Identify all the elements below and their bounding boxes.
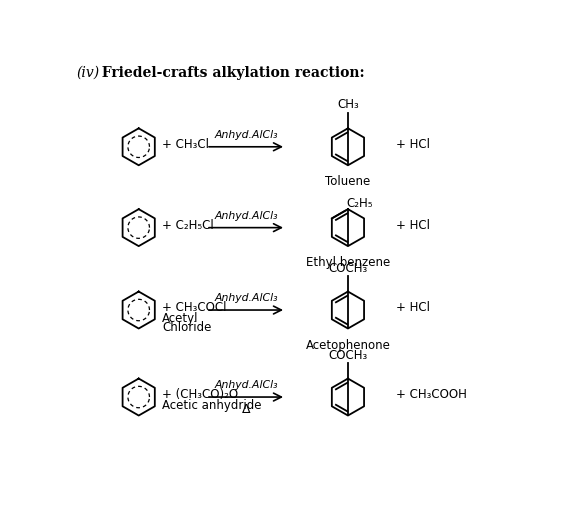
- Text: C₂H₅: C₂H₅: [347, 197, 373, 210]
- Text: + C₂H₅Cl: + C₂H₅Cl: [162, 219, 214, 232]
- Text: + HCl: + HCl: [396, 138, 430, 151]
- Text: + HCl: + HCl: [396, 219, 430, 232]
- Text: Δ: Δ: [242, 403, 250, 416]
- Text: COCH₃: COCH₃: [328, 349, 368, 362]
- Text: (iv): (iv): [77, 66, 100, 80]
- Text: Friedel-crafts alkylation reaction:: Friedel-crafts alkylation reaction:: [92, 66, 365, 80]
- Text: + CH₃COCl: + CH₃COCl: [162, 301, 227, 314]
- Text: Acetyl: Acetyl: [162, 312, 199, 325]
- Text: Toluene: Toluene: [325, 175, 371, 188]
- Text: + (CH₃CO)₂O: + (CH₃CO)₂O: [162, 388, 238, 401]
- Text: Anhyd.AlCl₃: Anhyd.AlCl₃: [214, 293, 278, 303]
- Text: Acetophenone: Acetophenone: [306, 338, 390, 352]
- Text: + CH₃COOH: + CH₃COOH: [396, 388, 467, 401]
- Text: Ethyl benzene: Ethyl benzene: [306, 256, 390, 269]
- Text: + HCl: + HCl: [396, 301, 430, 314]
- Text: COCH₃: COCH₃: [328, 262, 368, 274]
- Text: Anhyd.AlCl₃: Anhyd.AlCl₃: [214, 211, 278, 221]
- Text: Anhyd.AlCl₃: Anhyd.AlCl₃: [214, 130, 278, 140]
- Text: + CH₃Cl: + CH₃Cl: [162, 138, 209, 151]
- Text: Anhyd.AlCl₃: Anhyd.AlCl₃: [214, 380, 278, 390]
- Text: Acetic anhydride: Acetic anhydride: [162, 399, 262, 412]
- Text: Chloride: Chloride: [162, 321, 212, 334]
- Text: CH₃: CH₃: [337, 99, 359, 111]
